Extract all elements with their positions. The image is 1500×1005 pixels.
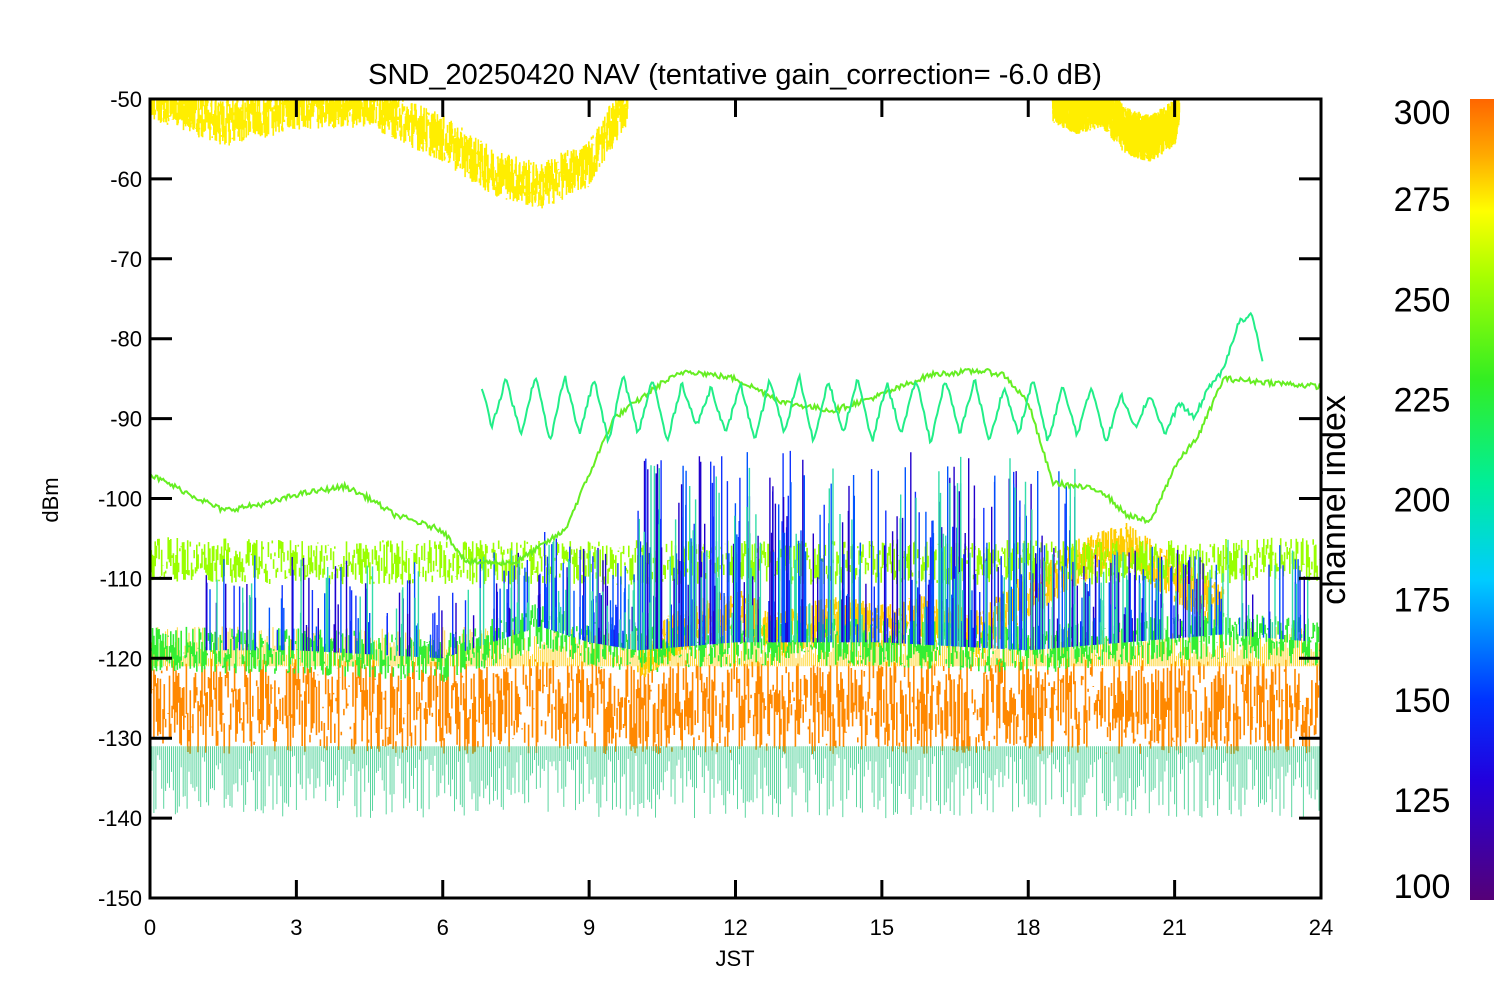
series-layer [150,311,1321,567]
y-tick-label: -90 [110,407,142,432]
colorbar-tick-label: 275 [1394,181,1451,219]
colorbar-tick-label: 150 [1394,682,1451,720]
plot-area [150,99,1321,819]
colorbar-tick-label: 250 [1394,281,1451,319]
x-tick-label: 3 [290,915,302,940]
y-tick-label: -100 [98,487,142,512]
y-tick-label: -50 [110,87,142,112]
x-tick-label: 9 [583,915,595,940]
colorbar-tick-label: 100 [1394,868,1451,906]
y-axis: -50 -60 -70 -80 -90 -100 -110 -120 -130 -140 -150 [98,87,1321,911]
y-tick-label: -60 [110,167,142,192]
y-tick-label: -130 [98,726,142,751]
trace-series-7 [480,311,1264,445]
x-tick-label: 18 [1016,915,1040,940]
y-axis-label: dBm [38,477,63,522]
y-tick-label: -120 [98,646,142,671]
x-tick-label: 6 [437,915,449,940]
noise-band-series-0 [150,658,1321,755]
x-tick-label: 21 [1162,915,1186,940]
chart-title: SND_20250420 NAV (tentative gain_correct… [368,59,1102,91]
noise-tail-lower [150,746,1321,819]
colorbar-tick-label: 200 [1394,482,1451,520]
colorbar-tick-label: 225 [1394,381,1451,419]
noise-band-series-2 [1051,99,1181,162]
x-axis-label: JST [715,946,754,971]
colorbar-label: channel index [1315,395,1353,605]
x-tick-label: 12 [723,915,747,940]
colorbar-ticks: 300 275 250 225 200 175 150 125 100 [1394,94,1451,906]
y-tick-label: -140 [98,806,142,831]
trace-series-5 [150,366,1321,567]
colorbar-tick-label: 125 [1394,782,1451,820]
colorbar-tick-label: 175 [1394,582,1451,620]
interference-spikes-3 [216,456,1309,657]
x-tick-label: 24 [1309,915,1333,940]
x-tick-label: 0 [144,915,156,940]
y-tick-label: -110 [100,566,142,591]
y-tick-label: -70 [110,247,142,272]
noise-band-layer [150,99,1321,819]
y-tick-label: -80 [110,327,142,352]
noise-band-series-1 [150,99,629,209]
x-axis: 0 3 6 9 12 15 18 21 24 [144,99,1333,940]
x-tick-label: 15 [870,915,894,940]
y-tick-label: -150 [98,886,142,911]
colorbar [1470,99,1494,900]
colorbar-tick-label: 300 [1394,94,1451,132]
